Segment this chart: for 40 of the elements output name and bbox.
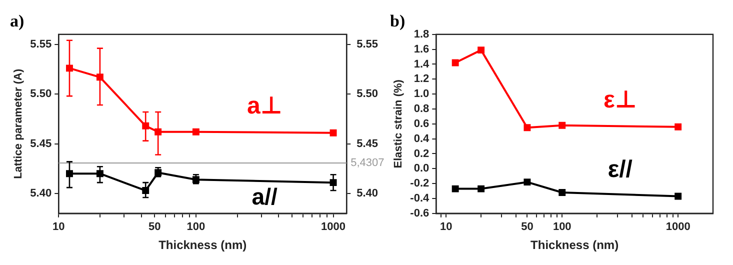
y-tick-label: 0.2 <box>414 148 430 160</box>
x-tick-label: 1000 <box>321 221 346 234</box>
x-tick-label: 50 <box>521 221 534 234</box>
y-tick-label: 5.40 <box>30 188 52 200</box>
y-tick-label: -0.2 <box>410 178 430 190</box>
y-tick-label: 5.50 <box>30 88 52 100</box>
y2-tick-label: 5.40 <box>356 188 378 200</box>
y-tick-label: 0.4 <box>414 132 430 145</box>
series-label: ε⊥ <box>603 86 637 114</box>
y-axis-title: Lattice parameter (A) <box>12 68 25 179</box>
y-tick-label: 5.55 <box>30 38 52 50</box>
x-axis-title: Thickness (nm) <box>158 238 247 252</box>
series-label: ε// <box>608 156 633 183</box>
x-tick-label: 10 <box>52 221 65 234</box>
series-label: a// <box>252 183 278 210</box>
x-tick-label: 1000 <box>666 221 690 234</box>
y2-tick-label: 5.50 <box>356 88 378 100</box>
ref-line-label: 5,4307 <box>350 157 384 170</box>
y-tick-label: -0.6 <box>410 207 430 220</box>
series-label: a⊥ <box>246 92 282 120</box>
y-tick-label: 0.0 <box>414 162 430 175</box>
y-tick-label: -0.4 <box>410 192 430 205</box>
x-tick-label: 100 <box>186 221 206 234</box>
y-tick-label: 0.6 <box>414 118 430 130</box>
chart-title: a) <box>10 12 24 31</box>
y-tick-label: 5.45 <box>30 138 52 150</box>
y-tick-label: 1.2 <box>414 73 430 86</box>
y-tick-label: 1.6 <box>414 43 430 56</box>
x-tick-label: 50 <box>148 221 161 234</box>
x-tick-label: 100 <box>552 221 572 234</box>
y2-tick-label: 5.45 <box>356 138 378 150</box>
y-tick-label: 1.8 <box>414 28 430 40</box>
y-tick-label: 1.4 <box>414 58 430 70</box>
y-axis-title: Elastic strain (%) <box>392 79 405 168</box>
chart-title: b) <box>390 12 406 31</box>
y-tick-label: 0.8 <box>414 103 430 116</box>
y-tick-label: 1.0 <box>414 88 430 100</box>
y2-tick-label: 5.55 <box>356 38 378 50</box>
x-axis-title: Thickness (nm) <box>530 238 619 252</box>
x-tick-label: 10 <box>440 221 452 234</box>
